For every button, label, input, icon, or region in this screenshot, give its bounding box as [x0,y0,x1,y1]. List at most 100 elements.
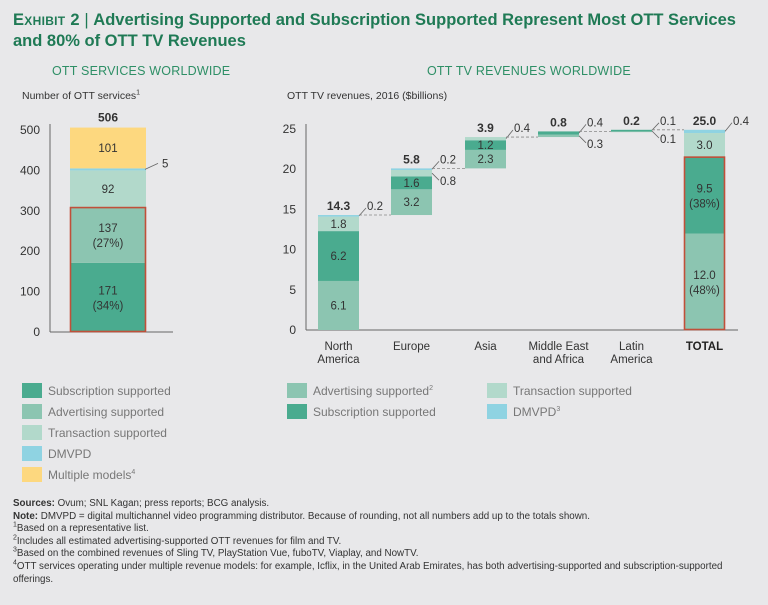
right-bar-label-subscription: 6.2 [331,251,347,263]
left-highlight-box [69,206,147,333]
right-bar-segment-advertising [611,130,652,133]
legend-item-transaction: Transaction supported [487,380,687,401]
sources-label: Sources: [13,498,55,509]
legend-label: Subscription supported [48,383,171,398]
legend-item-multiple: Multiple models4 [22,464,171,485]
left-y-tick-label: 200 [20,244,40,258]
right-total-label: 25.0 [693,114,717,128]
right-bar-segment-transaction [465,137,506,141]
legend-item-dmvpd: DMVPD3 [487,401,687,422]
left-y-axis-label-text: Number of OTT services [22,90,137,102]
note-text: DMVPD = digital multichannel video progr… [38,510,590,522]
left-y-axis-label: Number of OTT services1 [22,89,141,103]
left-bar-label-dmvpd: 5 [162,158,168,170]
legend-item-subscription: Subscription supported [287,401,487,422]
legend-swatch [22,383,42,398]
legend-item-advertising: Advertising supported2 [287,380,487,401]
footnote-item: 1Based on a representative list. [13,521,758,536]
right-bar-label-advertising: 12.0 [693,270,715,282]
right-bar-segment-dmvpd [318,215,359,217]
left-y-tick-label: 300 [20,204,40,218]
note-line: Note: DMVPD = digital multichannel video… [13,511,758,524]
right-x-tick-label: TOTAL [686,341,723,353]
legend-swatch [287,383,307,398]
right-callout-line [651,122,660,131]
right-bar-segment-dmvpd [684,129,725,134]
footnote-number: 4 [13,559,17,567]
left-bar-label-advertising: 137 [98,223,117,235]
right-callout-line [358,207,367,217]
left-y-tick-label: 0 [33,325,40,339]
right-y-axis-label: OTT TV revenues, 2016 ($billions) [287,90,448,102]
footnote-item: 2Includes all estimated advertising-supp… [13,535,758,549]
right-y-tick-label: 0 [289,323,296,337]
left-y-tick-label: 400 [20,163,40,177]
right-callout-label-advertising: 0.1 [660,134,676,146]
right-callout-label-subscription: 0.4 [587,117,604,129]
exhibit-number: Exhibit 2 [13,11,80,29]
footnote-item: 4OTT services operating under multiple r… [13,559,758,586]
right-bar-segment-subscription [465,140,506,150]
right-bar-pct-advertising: (48%) [689,285,720,297]
right-callout-line [651,130,660,139]
sources-text: Ovum; SNL Kagan; press reports; BCG anal… [54,498,270,509]
right-callout-label-dmvpd: 0.2 [440,154,456,166]
right-y-tick-label: 15 [283,202,297,216]
footnote-text: Based on a representative list. [16,523,149,535]
footnotes: Sources: Ovum; SNL Kagan; press reports;… [13,498,758,586]
right-bar-label-transaction: 1.8 [331,219,347,231]
footnote-text: OTT services operating under multiple re… [13,560,723,585]
right-callout-label-transaction: 0.4 [514,123,531,135]
legend-swatch [22,467,42,482]
right-callout-label-transaction: 0.8 [440,176,456,188]
legend-item-transaction: Transaction supported [22,422,171,443]
right-bar-label-transaction: 3.0 [697,140,713,152]
legend-swatch [22,404,42,419]
right-y-tick-label: 10 [283,243,297,257]
right-legend: Advertising supported2 Transaction suppor… [287,380,687,422]
footnote-text: Includes all estimated advertising-suppo… [16,535,342,547]
left-bar-segment-dmvpd [70,168,146,171]
title-separator: | [79,11,94,29]
title-text: Advertising Supported and Subscription S… [13,11,736,50]
right-bar-segment-transaction [391,170,432,177]
left-callout-line [144,163,159,170]
right-bar-segment-subscription [684,157,725,234]
right-bar-segment-subscription [391,176,432,190]
right-callout-line [578,135,587,144]
right-total-label: 0.2 [623,114,640,128]
footnote-marker: 3 [556,405,561,413]
left-bar-pct-advertising: (27%) [93,238,124,250]
right-total-label: 0.8 [550,115,567,129]
right-bar-segment-advertising [318,280,359,330]
legend-label: Transaction supported [48,425,167,440]
legend-swatch [22,446,42,461]
left-y-tick-label: 500 [20,123,40,137]
right-bar-segment-advertising [684,233,725,330]
right-bar-segment-subscription [538,131,579,135]
right-x-tick-label: America [610,354,653,366]
sources-line: Sources: Ovum; SNL Kagan; press reports;… [13,498,758,511]
right-callout-line [431,172,440,181]
left-bar-label-subscription: 171 [98,285,117,297]
legend-item-advertising: Advertising supported [22,401,171,422]
footnote-number: 3 [13,547,17,555]
right-bar-pct-subscription: (38%) [689,198,720,210]
right-bar-segment-dmvpd [391,168,432,171]
footnote-number: 1 [13,521,17,529]
right-callout-line [724,122,733,132]
right-total-label: 5.8 [403,152,420,166]
left-y-tick-label: 100 [20,285,40,299]
left-chart-title: OTT SERVICES WORLDWIDE [52,64,231,78]
left-bar-segment-transaction [70,170,146,208]
footnote-marker: 1 [136,89,141,97]
legend-item-dmvpd: DMVPD [22,443,171,464]
right-bar-label-subscription: 9.5 [697,183,713,195]
right-x-tick-label: Latin [619,341,644,353]
note-label: Note: [13,510,39,522]
right-bar-segment-advertising [538,134,579,138]
right-bar-label-advertising: 6.1 [331,300,347,312]
left-total-label: 506 [98,111,118,125]
right-x-tick-label: and Africa [533,354,585,366]
right-x-tick-label: Europe [393,341,430,353]
